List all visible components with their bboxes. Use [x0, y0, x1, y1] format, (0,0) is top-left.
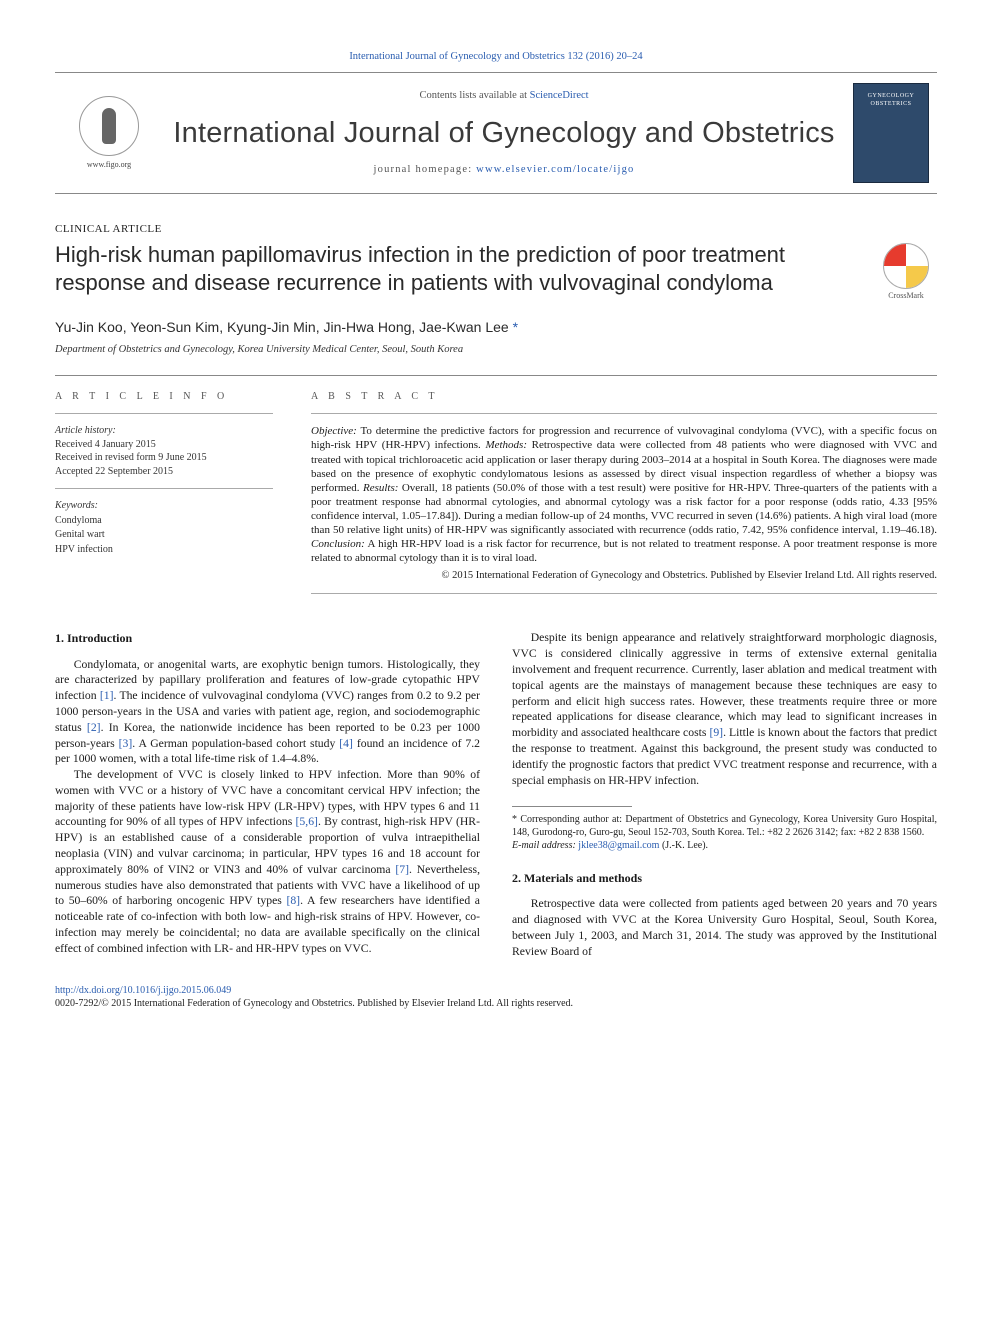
divider [55, 413, 273, 414]
paragraph: Condylomata, or anogenital warts, are ex… [55, 657, 480, 768]
crossmark-widget[interactable]: CrossMark [875, 243, 937, 302]
article-title: High-risk human papillomavirus infection… [55, 241, 855, 296]
footnotes: * Corresponding author at: Department of… [512, 813, 937, 852]
masthead: www.figo.org Contents lists available at… [55, 72, 937, 194]
citation-link[interactable]: [8] [286, 894, 300, 907]
running-head: International Journal of Gynecology and … [55, 50, 937, 64]
body-columns: 1. Introduction Condylomata, or anogenit… [55, 630, 937, 959]
figo-url: www.figo.org [87, 160, 131, 171]
corresponding-mark[interactable]: * [513, 319, 518, 335]
sciencedirect-link[interactable]: ScienceDirect [530, 90, 589, 101]
abstract-body: Objective: To determine the predictive f… [311, 424, 937, 565]
footnote-separator [512, 806, 632, 807]
citation-link[interactable]: [9] [709, 726, 723, 739]
citation-link[interactable]: [1] [100, 689, 114, 702]
email-link[interactable]: jklee38@gmail.com [578, 840, 659, 851]
history-revised: Received in revised form 9 June 2015 [55, 451, 273, 465]
paragraph: The development of VVC is closely linked… [55, 767, 480, 957]
article-info-block: A R T I C L E I N F O Article history: R… [55, 390, 273, 604]
paragraph: Despite its benign appearance and relati… [512, 630, 937, 788]
email-label: E-mail address: [512, 840, 576, 851]
publisher-logo-block: www.figo.org [63, 96, 155, 171]
homepage-link[interactable]: www.elsevier.com/locate/ijgo [476, 164, 634, 175]
article-type: CLINICAL ARTICLE [55, 222, 937, 237]
contents-line: Contents lists available at ScienceDirec… [169, 89, 839, 103]
section-heading-methods: 2. Materials and methods [512, 870, 937, 886]
abstract-copyright: © 2015 International Federation of Gynec… [311, 569, 937, 583]
journal-cover-thumb: GYNECOLOGY OBSTETRICS [853, 83, 929, 183]
divider [55, 488, 273, 489]
citation-link[interactable]: [3] [119, 737, 133, 750]
abstract-heading: A B S T R A C T [311, 390, 937, 404]
citation-link[interactable]: [2] [87, 721, 101, 734]
history-received: Received 4 January 2015 [55, 438, 273, 452]
keyword: Condyloma [55, 514, 273, 528]
abstract-block: A B S T R A C T Objective: To determine … [311, 390, 937, 604]
crossmark-icon [883, 243, 929, 289]
doi-link[interactable]: http://dx.doi.org/10.1016/j.ijgo.2015.06… [55, 985, 231, 996]
crossmark-label: CrossMark [888, 291, 924, 300]
authors-line: Yu-Jin Koo, Yeon-Sun Kim, Kyung-Jin Min,… [55, 318, 937, 337]
citation-link[interactable]: [4] [339, 737, 353, 750]
footer-block: http://dx.doi.org/10.1016/j.ijgo.2015.06… [55, 984, 937, 1011]
keyword: Genital wart [55, 528, 273, 542]
citation-link[interactable]: [7] [395, 863, 409, 876]
corresponding-footnote: * Corresponding author at: Department of… [512, 813, 937, 839]
citation-link[interactable]: [5,6] [296, 815, 318, 828]
divider [311, 593, 937, 594]
divider [311, 413, 937, 414]
article-info-heading: A R T I C L E I N F O [55, 390, 273, 404]
keywords-label: Keywords: [55, 499, 273, 513]
figo-logo-icon [79, 96, 139, 156]
section-heading-intro: 1. Introduction [55, 630, 480, 646]
affiliation: Department of Obstetrics and Gynecology,… [55, 343, 937, 357]
homepage-line: journal homepage: www.elsevier.com/locat… [169, 163, 839, 177]
issn-copyright: 0020-7292/© 2015 International Federatio… [55, 997, 937, 1011]
history-label: Article history: [55, 424, 273, 438]
keyword: HPV infection [55, 543, 273, 557]
running-head-link[interactable]: International Journal of Gynecology and … [349, 51, 642, 62]
paragraph: Retrospective data were collected from p… [512, 896, 937, 959]
divider [55, 375, 937, 376]
journal-name: International Journal of Gynecology and … [169, 114, 839, 153]
history-accepted: Accepted 22 September 2015 [55, 465, 273, 479]
